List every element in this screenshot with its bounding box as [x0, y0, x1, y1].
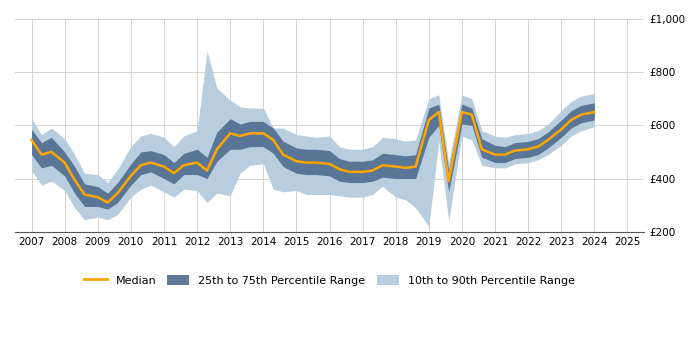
Legend: Median, 25th to 75th Percentile Range, 10th to 90th Percentile Range: Median, 25th to 75th Percentile Range, 1…	[80, 270, 579, 290]
